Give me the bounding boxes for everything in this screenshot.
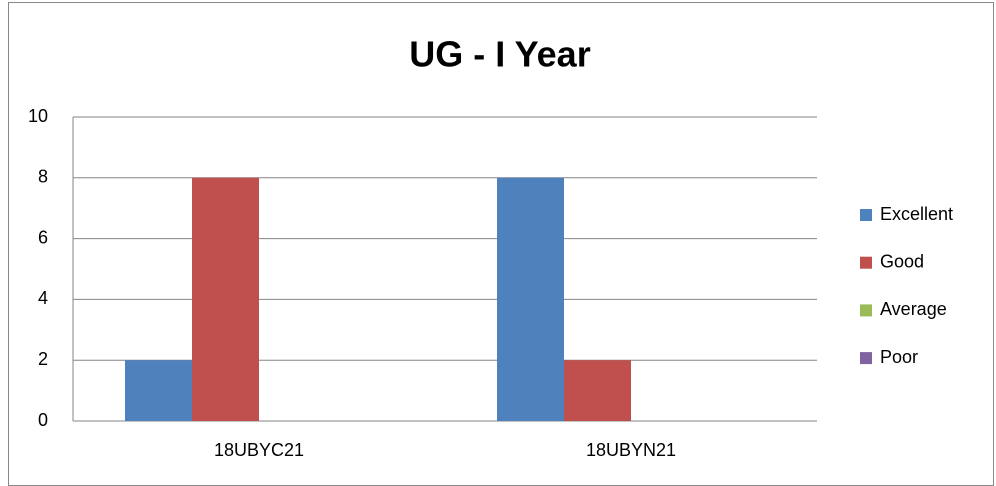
legend-swatch: [860, 352, 872, 365]
legend-label: Poor: [880, 347, 918, 367]
bar: [497, 177, 564, 421]
x-tick-label: 18UBYN21: [586, 440, 676, 460]
y-tick-label: 2: [38, 349, 48, 369]
y-tick-label: 6: [38, 227, 48, 247]
y-tick-label: 10: [28, 106, 48, 126]
legend-label: Average: [880, 299, 947, 319]
x-tick-label: 18UBYC21: [214, 440, 304, 460]
chart-title: UG - I Year: [409, 34, 590, 75]
legend-label: Good: [880, 251, 924, 271]
legend-label: Excellent: [880, 204, 953, 224]
bar: [125, 360, 192, 421]
legend-swatch: [860, 256, 872, 269]
bar: [192, 177, 259, 421]
legend-swatch: [860, 304, 872, 317]
legend-swatch: [860, 209, 872, 221]
bar: [564, 360, 631, 421]
y-tick-label: 0: [38, 410, 48, 430]
y-tick-label: 4: [38, 288, 48, 308]
y-tick-label: 8: [38, 167, 48, 187]
